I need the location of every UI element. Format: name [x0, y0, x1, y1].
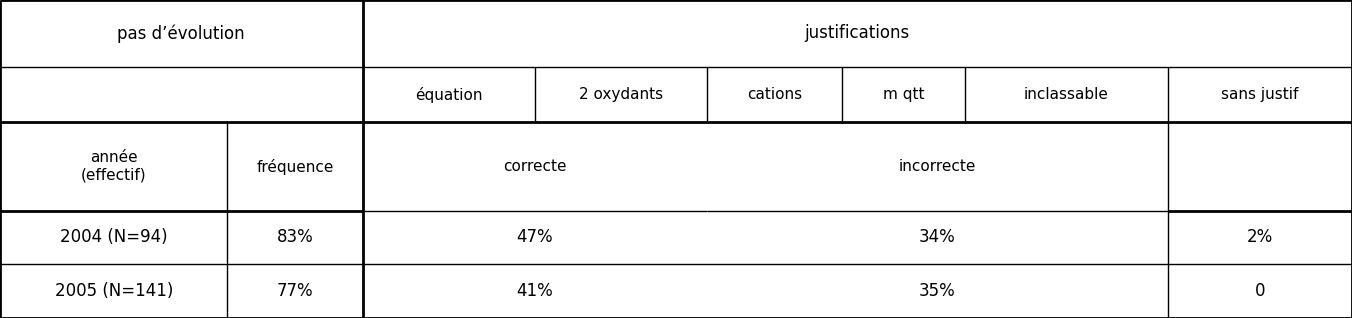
Text: m qtt: m qtt	[883, 87, 925, 102]
Text: 34%: 34%	[919, 228, 956, 246]
Text: pas d’évolution: pas d’évolution	[118, 24, 245, 43]
Text: 2004 (N=94): 2004 (N=94)	[59, 228, 168, 246]
Text: année
(effectif): année (effectif)	[81, 150, 146, 183]
Text: correcte: correcte	[503, 159, 566, 174]
Text: sans justif: sans justif	[1221, 87, 1298, 102]
Text: justifications: justifications	[804, 24, 910, 42]
Text: 2%: 2%	[1247, 228, 1274, 246]
Text: 41%: 41%	[516, 282, 553, 300]
Text: 83%: 83%	[277, 228, 314, 246]
Text: 77%: 77%	[277, 282, 314, 300]
Text: 2005 (N=141): 2005 (N=141)	[54, 282, 173, 300]
Text: 35%: 35%	[919, 282, 956, 300]
Text: inclassable: inclassable	[1023, 87, 1109, 102]
Text: équation: équation	[415, 86, 483, 102]
Text: 2 oxydants: 2 oxydants	[579, 87, 662, 102]
Text: 0: 0	[1255, 282, 1265, 300]
Text: fréquence: fréquence	[257, 158, 334, 175]
Text: cations: cations	[746, 87, 802, 102]
Text: incorrecte: incorrecte	[899, 159, 976, 174]
Text: 47%: 47%	[516, 228, 553, 246]
